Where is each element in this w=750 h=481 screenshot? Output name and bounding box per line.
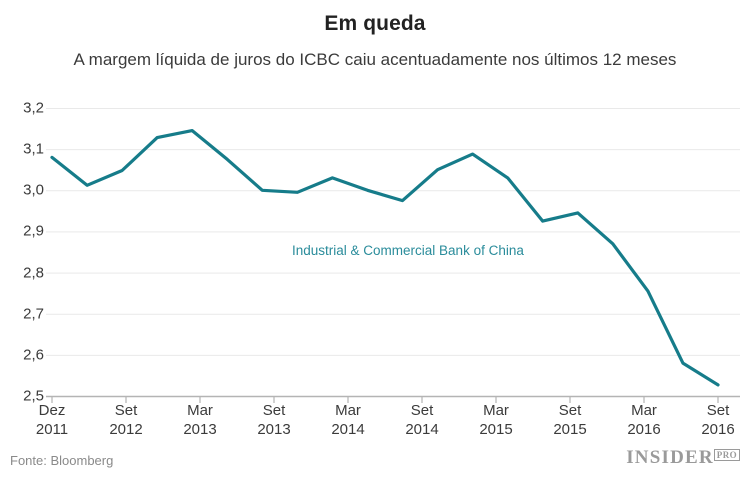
gridlines (46, 108, 740, 356)
data-series-line (50, 129, 720, 387)
y-tick-label: 2,5 (23, 387, 44, 405)
x-tick-label: Dez 2011 (12, 401, 92, 439)
x-tick-month: Mar (187, 402, 213, 419)
x-tick-year: 2016 (627, 421, 661, 438)
x-tick-month: Set (706, 402, 730, 419)
series-annotation-label: Industrial & Commercial Bank of China (292, 243, 524, 258)
x-tick-label: Set 2015 (530, 401, 610, 439)
x-tick-month: Set (410, 402, 434, 419)
brand-name: INSIDER (626, 447, 714, 468)
x-tick-month: Dez (38, 402, 66, 419)
x-tick-month: Set (114, 402, 138, 419)
x-tick-year: 2011 (35, 421, 69, 438)
x-tick-year: 2014 (331, 421, 365, 438)
x-tick-month: Mar (335, 402, 361, 419)
y-tick-label: 3,2 (23, 99, 44, 117)
x-tick-year: 2013 (257, 421, 291, 438)
x-tick-year: 2016 (701, 421, 735, 438)
y-tick-label: 2,7 (23, 305, 44, 323)
x-tick-label: Mar 2015 (456, 401, 536, 439)
x-tick-month: Set (262, 402, 286, 419)
x-axis-labels: Dez 2011 Set 2012 Mar 2013 Set 2013 Mar 2014 Set 20… (0, 401, 750, 447)
y-tick-label: 2,9 (23, 222, 44, 240)
y-tick-label: 2,8 (23, 264, 44, 282)
x-tick-year: 2014 (405, 421, 439, 438)
y-axis-labels: 3,2 3,1 3,0 2,9 2,8 2,7 2,6 2,5 (0, 0, 44, 440)
x-tick-label: Mar 2016 (604, 401, 684, 439)
x-tick-month: Mar (483, 402, 509, 419)
x-tick-year: 2015 (553, 421, 587, 438)
x-tick-month: Set (558, 402, 582, 419)
plot-area: 3,2 3,1 3,0 2,9 2,8 2,7 2,6 2,5 (0, 0, 740, 440)
x-tick-year: 2015 (479, 421, 513, 438)
chart-subtitle: A margem líquida de juros do ICBC caiu a… (73, 50, 677, 69)
page-title: Em queda (324, 12, 426, 35)
brand-pro-badge: PRO (713, 449, 740, 461)
x-tick-year: 2013 (183, 421, 217, 438)
x-tick-month: Mar (631, 402, 657, 419)
line-chart-svg (46, 108, 740, 403)
chart-footer: Fonte: Bloomberg INSIDER PRO (0, 445, 750, 481)
x-tick-label: Set 2013 (234, 401, 314, 439)
x-axis-ticks (51, 397, 719, 403)
x-tick-label: Set 2012 (86, 401, 166, 439)
y-tick-label: 3,0 (23, 181, 44, 199)
insider-pro-logo: INSIDER PRO (626, 448, 740, 470)
x-tick-year: 2012 (109, 421, 143, 438)
x-tick-label: Mar 2014 (308, 401, 388, 439)
x-tick-label: Set 2014 (382, 401, 462, 439)
y-tick-label: 2,6 (23, 346, 44, 364)
x-tick-label: Set 2016 (678, 401, 750, 439)
source-note: Fonte: Bloomberg (10, 453, 114, 468)
y-tick-label: 3,1 (23, 140, 44, 158)
x-tick-label: Mar 2013 (160, 401, 240, 439)
